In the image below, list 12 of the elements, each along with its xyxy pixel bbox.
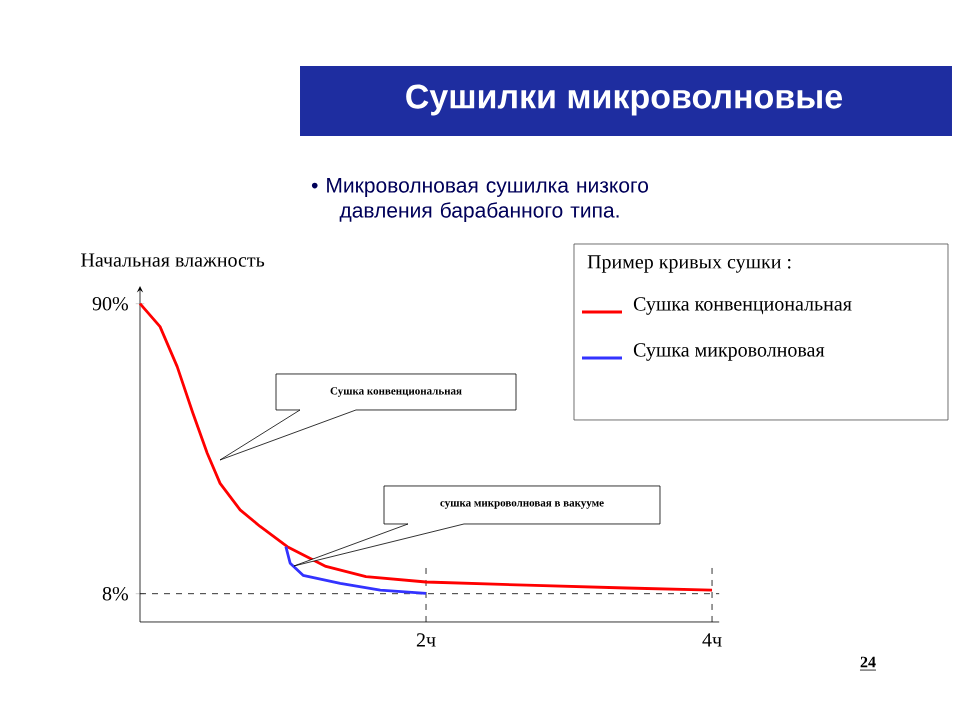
legend-label: Сушка микроволновая [633,343,825,361]
line-series [284,545,428,595]
chart-subtitle: • Микроволновая сушилка низкого давления барабанного типа. [311,178,649,222]
legend-label: Сушка конвенциональная [633,297,852,315]
x-tick-label: 2ч [416,633,436,647]
legend-title: Пример кривых сушки : [587,255,791,273]
y-tick-label: 8% [102,586,129,601]
y-axis-title: Начальная влажность [81,253,265,267]
x-tick-label: 4ч [702,633,722,647]
y-tick-label: 90% [92,296,129,311]
chart-title: Сушилки микроволновые [406,84,843,116]
text: 24 [860,656,876,668]
